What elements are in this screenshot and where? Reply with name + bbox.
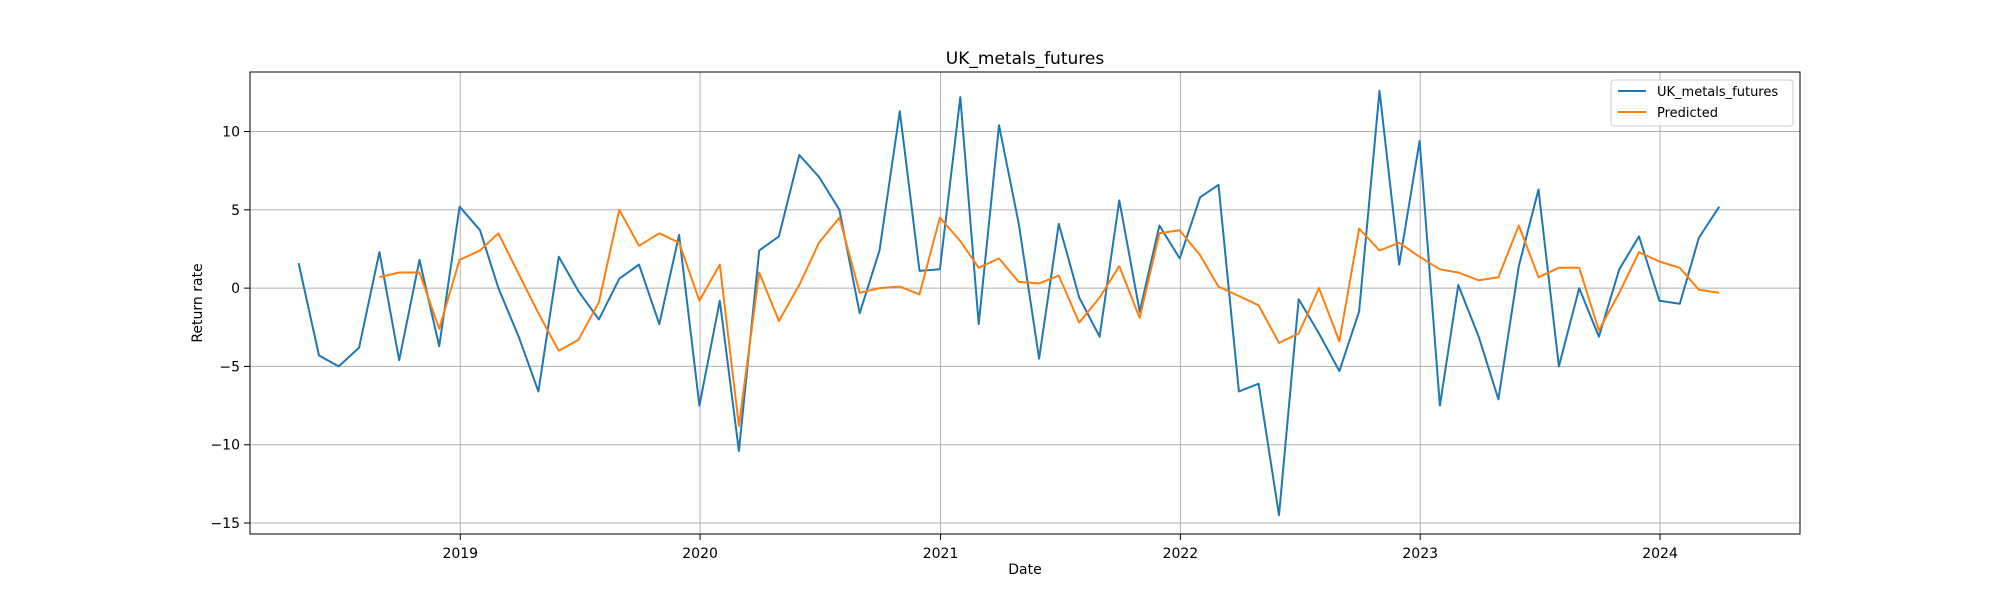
- plot-frame: [249, 71, 1801, 535]
- legend: UK_metals_futures Predicted: [1610, 79, 1794, 127]
- legend-label-actual: UK_metals_futures: [1657, 85, 1778, 100]
- y-tick-label: 0: [231, 281, 240, 297]
- grid-lines: [250, 72, 1800, 534]
- y-tick-label: 10: [222, 125, 240, 141]
- x-axis-label: Date: [1008, 562, 1041, 578]
- x-tick-label: 2023: [1402, 546, 1438, 562]
- axis-ticks: 10 5 0 −5 −10 −15 2019 2020 2021 2022 2023 2024: [210, 125, 1677, 562]
- x-tick-label: 2019: [442, 546, 478, 562]
- legend-label-predicted: Predicted: [1657, 106, 1718, 121]
- series-line-uk-metals-futures: [297, 89, 1721, 517]
- x-tick-label: 2021: [923, 546, 959, 562]
- legend-box: [1610, 79, 1794, 127]
- series-line-predicted: [379, 208, 1720, 427]
- y-tick-label: 5: [231, 203, 240, 219]
- y-tick-label: −5: [219, 359, 240, 375]
- x-tick-label: 2024: [1642, 546, 1678, 562]
- series-layer: [297, 89, 1721, 517]
- chart-title: UK_metals_futures: [946, 49, 1105, 69]
- x-tick-label: 2020: [682, 546, 718, 562]
- y-tick-label: −10: [210, 438, 240, 454]
- y-tick-label: −15: [210, 516, 240, 532]
- y-axis-label: Return rate: [190, 263, 206, 342]
- x-tick-label: 2022: [1163, 546, 1199, 562]
